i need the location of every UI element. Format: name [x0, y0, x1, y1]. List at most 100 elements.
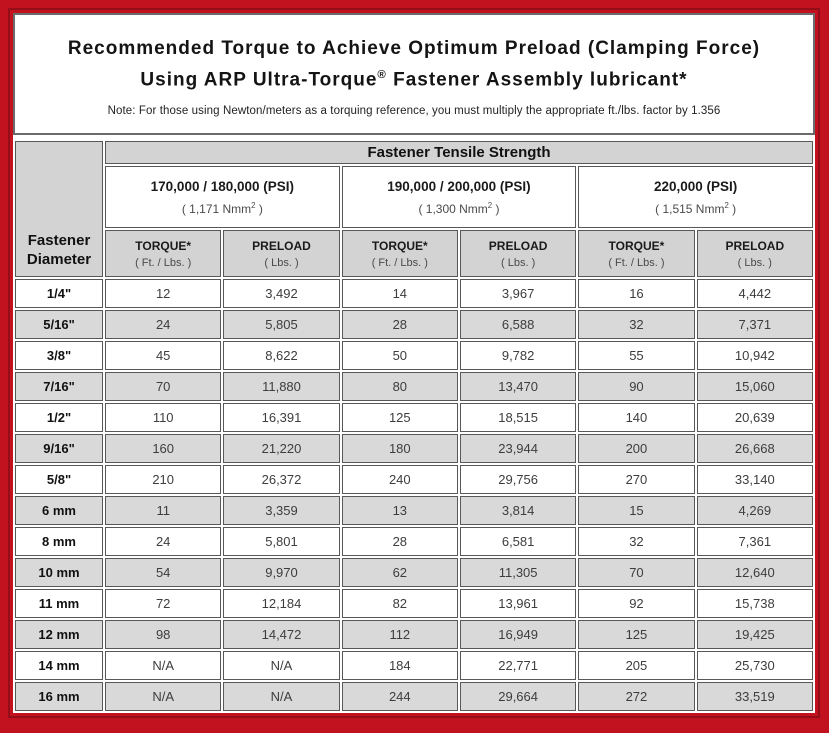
- table-row: 9/16" 160 21,220 180 23,944 200 26,668: [15, 434, 813, 463]
- preload-value-cell: 14,472: [223, 620, 340, 649]
- diameter-cell: 9/16": [15, 434, 104, 463]
- tensile-strength-header-row: Fastener Diameter Fastener Tensile Stren…: [15, 141, 813, 277]
- preload-value-cell: 3,492: [223, 279, 340, 308]
- preload-value-cell: N/A: [223, 651, 340, 680]
- page-title: Recommended Torque to Achieve Optimum Pr…: [68, 35, 760, 93]
- title-line-2: Using ARP Ultra-Torque® Fastener Assembl…: [140, 69, 688, 91]
- diameter-cell: 14 mm: [15, 651, 104, 680]
- torque-value-cell: 24: [105, 527, 222, 556]
- preload-col-header-1: PRELOAD( Lbs. ): [223, 230, 340, 277]
- diameter-cell: 1/4": [15, 279, 104, 308]
- torque-value-cell: 24: [105, 310, 222, 339]
- fastener-diameter-header: Fastener Diameter: [15, 141, 104, 277]
- diameter-cell: 5/16": [15, 310, 104, 339]
- psi-header-group-2: 190,000 / 200,000 (PSI) ( 1,300 Nmm2 ): [341, 166, 577, 228]
- table-row: 8 mm 24 5,801 28 6,581 32 7,361: [15, 527, 813, 556]
- preload-col-header-3: PRELOAD( Lbs. ): [696, 230, 813, 277]
- torque-preload-header-row: TORQUE*( Ft. / Lbs. ) PRELOAD( Lbs. ) TO…: [15, 230, 813, 277]
- table-body: 1/4" 12 3,492 14 3,967 16 4,442 5/16" 24…: [15, 279, 813, 711]
- preload-value-cell: 12,640: [696, 558, 813, 587]
- torque-value-cell: 184: [341, 651, 458, 680]
- preload-value-cell: 26,668: [696, 434, 813, 463]
- table-row: 10 mm 54 9,970 62 11,305 70 12,640: [15, 558, 813, 587]
- preload-value-cell: 15,738: [696, 589, 813, 618]
- torque-value-cell: 32: [578, 310, 695, 339]
- torque-value-cell: 62: [341, 558, 458, 587]
- torque-value-cell: 160: [105, 434, 222, 463]
- torque-value-cell: 11: [105, 496, 222, 525]
- preload-value-cell: 6,581: [459, 527, 577, 556]
- preload-value-cell: 29,664: [459, 682, 577, 711]
- content-frame: Recommended Torque to Achieve Optimum Pr…: [13, 13, 815, 713]
- table-row: 1/4" 12 3,492 14 3,967 16 4,442: [15, 279, 813, 308]
- torque-value-cell: 110: [105, 403, 222, 432]
- psi-header-group-1: 170,000 / 180,000 (PSI) ( 1,171 Nmm2 ): [105, 166, 340, 228]
- preload-value-cell: 20,639: [696, 403, 813, 432]
- torque-value-cell: 12: [105, 279, 222, 308]
- torque-value-cell: 13: [341, 496, 458, 525]
- preload-value-cell: 33,140: [696, 465, 813, 494]
- torque-value-cell: 45: [105, 341, 222, 370]
- title-box: Recommended Torque to Achieve Optimum Pr…: [13, 13, 815, 135]
- table-row: 6 mm 11 3,359 13 3,814 15 4,269: [15, 496, 813, 525]
- preload-value-cell: 11,880: [223, 372, 340, 401]
- diameter-cell: 6 mm: [15, 496, 104, 525]
- torque-value-cell: 98: [105, 620, 222, 649]
- preload-value-cell: 29,756: [459, 465, 577, 494]
- torque-value-cell: 72: [105, 589, 222, 618]
- table-row: 14 mm N/A N/A 184 22,771 205 25,730: [15, 651, 813, 680]
- preload-value-cell: N/A: [223, 682, 340, 711]
- torque-value-cell: 210: [105, 465, 222, 494]
- preload-value-cell: 26,372: [223, 465, 340, 494]
- preload-value-cell: 7,371: [696, 310, 813, 339]
- preload-value-cell: 3,967: [459, 279, 577, 308]
- torque-value-cell: 272: [578, 682, 695, 711]
- preload-value-cell: 19,425: [696, 620, 813, 649]
- preload-value-cell: 5,805: [223, 310, 340, 339]
- preload-value-cell: 25,730: [696, 651, 813, 680]
- preload-value-cell: 6,588: [459, 310, 577, 339]
- torque-value-cell: 50: [341, 341, 458, 370]
- table-row: 5/16" 24 5,805 28 6,588 32 7,371: [15, 310, 813, 339]
- torque-col-header-2: TORQUE*( Ft. / Lbs. ): [341, 230, 458, 277]
- note-text: Note: For those using Newton/meters as a…: [107, 104, 721, 117]
- table-row: 5/8" 210 26,372 240 29,756 270 33,140: [15, 465, 813, 494]
- preload-value-cell: 5,801: [223, 527, 340, 556]
- torque-value-cell: 54: [105, 558, 222, 587]
- preload-value-cell: 9,970: [223, 558, 340, 587]
- preload-value-cell: 21,220: [223, 434, 340, 463]
- torque-value-cell: 180: [341, 434, 458, 463]
- torque-value-cell: 112: [341, 620, 458, 649]
- torque-value-cell: 244: [341, 682, 458, 711]
- diameter-cell: 1/2": [15, 403, 104, 432]
- preload-value-cell: 23,944: [459, 434, 577, 463]
- torque-value-cell: 28: [341, 310, 458, 339]
- diameter-cell: 8 mm: [15, 527, 104, 556]
- diameter-cell: 3/8": [15, 341, 104, 370]
- title-line-1: Recommended Torque to Achieve Optimum Pr…: [67, 38, 761, 60]
- table-row: 7/16" 70 11,880 80 13,470 90 15,060: [15, 372, 813, 401]
- torque-value-cell: 16: [578, 279, 695, 308]
- table-row: 16 mm N/A N/A 244 29,664 272 33,519: [15, 682, 813, 711]
- torque-value-cell: 140: [578, 403, 695, 432]
- preload-value-cell: 3,359: [223, 496, 340, 525]
- diameter-cell: 11 mm: [15, 589, 104, 618]
- preload-value-cell: 13,961: [459, 589, 577, 618]
- table-row: 3/8" 45 8,622 50 9,782 55 10,942: [15, 341, 813, 370]
- table-row: 12 mm 98 14,472 112 16,949 125 19,425: [15, 620, 813, 649]
- table-row: 11 mm 72 12,184 82 13,961 92 15,738: [15, 589, 813, 618]
- torque-value-cell: 270: [578, 465, 695, 494]
- diameter-cell: 10 mm: [15, 558, 104, 587]
- torque-value-cell: N/A: [105, 682, 222, 711]
- preload-value-cell: 11,305: [459, 558, 577, 587]
- preload-value-cell: 10,942: [696, 341, 813, 370]
- preload-value-cell: 22,771: [459, 651, 577, 680]
- preload-value-cell: 8,622: [223, 341, 340, 370]
- preload-value-cell: 3,814: [459, 496, 577, 525]
- psi-header-row: 170,000 / 180,000 (PSI) ( 1,171 Nmm2 ) 1…: [15, 166, 813, 228]
- diameter-cell: 16 mm: [15, 682, 104, 711]
- torque-value-cell: 125: [578, 620, 695, 649]
- preload-value-cell: 12,184: [223, 589, 340, 618]
- torque-value-cell: 70: [105, 372, 222, 401]
